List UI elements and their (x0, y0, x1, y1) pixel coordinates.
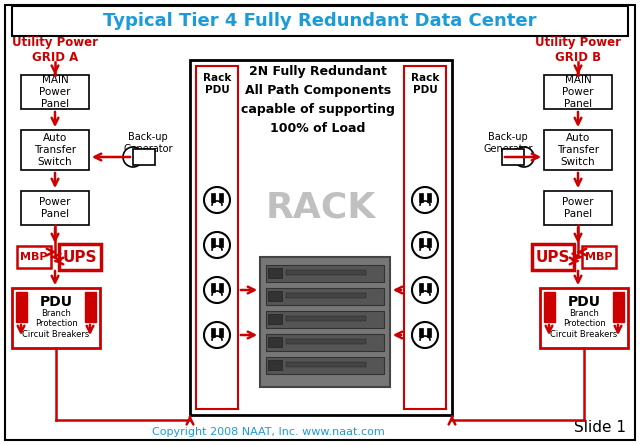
Circle shape (412, 232, 438, 258)
FancyBboxPatch shape (502, 149, 524, 165)
FancyBboxPatch shape (219, 193, 223, 202)
Text: RACK: RACK (266, 190, 376, 224)
FancyBboxPatch shape (427, 193, 431, 202)
FancyBboxPatch shape (59, 244, 101, 270)
Text: Auto
Transfer
Switch: Auto Transfer Switch (557, 132, 599, 167)
FancyBboxPatch shape (427, 283, 431, 292)
FancyBboxPatch shape (211, 238, 215, 247)
FancyBboxPatch shape (286, 362, 366, 367)
FancyBboxPatch shape (268, 314, 282, 324)
FancyBboxPatch shape (21, 75, 89, 109)
FancyBboxPatch shape (17, 246, 51, 268)
FancyBboxPatch shape (190, 60, 452, 415)
FancyBboxPatch shape (133, 149, 155, 165)
FancyBboxPatch shape (544, 191, 612, 225)
FancyBboxPatch shape (211, 328, 215, 337)
Circle shape (412, 187, 438, 213)
Text: Utility Power
GRID A: Utility Power GRID A (12, 36, 98, 64)
Circle shape (204, 322, 230, 348)
Text: 2N Fully Redundant
All Path Components
capable of supporting
100% of Load: 2N Fully Redundant All Path Components c… (241, 65, 395, 135)
FancyBboxPatch shape (268, 291, 282, 301)
FancyBboxPatch shape (266, 288, 384, 305)
FancyBboxPatch shape (268, 337, 282, 347)
Text: PDU: PDU (40, 295, 72, 309)
Text: Power
Panel: Power Panel (39, 197, 71, 219)
FancyBboxPatch shape (260, 257, 390, 387)
FancyBboxPatch shape (5, 5, 635, 440)
Text: Branch
Protection
Circuit Breakers: Branch Protection Circuit Breakers (22, 309, 90, 339)
Text: UPS: UPS (536, 249, 570, 264)
FancyBboxPatch shape (12, 288, 100, 348)
Text: MBP: MBP (585, 252, 612, 262)
FancyBboxPatch shape (286, 339, 366, 344)
Text: MBP: MBP (20, 252, 48, 262)
FancyBboxPatch shape (211, 193, 215, 202)
FancyBboxPatch shape (544, 75, 612, 109)
Text: Power
Panel: Power Panel (563, 197, 594, 219)
Text: Auto
Transfer
Switch: Auto Transfer Switch (34, 132, 76, 167)
Text: Branch
Protection
Circuit Breakers: Branch Protection Circuit Breakers (550, 309, 618, 339)
FancyBboxPatch shape (211, 283, 215, 292)
FancyBboxPatch shape (266, 311, 384, 328)
Circle shape (412, 322, 438, 348)
Text: Back-up
Generator: Back-up Generator (483, 132, 532, 154)
Text: Typical Tier 4 Fully Redundant Data Center: Typical Tier 4 Fully Redundant Data Cent… (103, 12, 537, 30)
FancyBboxPatch shape (196, 66, 238, 409)
FancyBboxPatch shape (419, 238, 423, 247)
FancyBboxPatch shape (266, 334, 384, 351)
Circle shape (123, 147, 143, 167)
FancyBboxPatch shape (419, 193, 423, 202)
FancyBboxPatch shape (21, 191, 89, 225)
FancyBboxPatch shape (427, 328, 431, 337)
FancyBboxPatch shape (219, 238, 223, 247)
Circle shape (514, 147, 534, 167)
FancyBboxPatch shape (266, 357, 384, 374)
FancyBboxPatch shape (286, 293, 366, 298)
Text: Copyright 2008 NAAT, Inc. www.naat.com: Copyright 2008 NAAT, Inc. www.naat.com (152, 427, 385, 437)
FancyBboxPatch shape (404, 66, 446, 409)
FancyBboxPatch shape (12, 6, 628, 36)
FancyBboxPatch shape (613, 292, 624, 322)
FancyBboxPatch shape (266, 265, 384, 282)
FancyBboxPatch shape (540, 288, 628, 348)
Text: MAIN
Power
Panel: MAIN Power Panel (563, 74, 594, 109)
FancyBboxPatch shape (544, 292, 555, 322)
Text: Rack
PDU: Rack PDU (203, 73, 231, 95)
Text: UPS: UPS (63, 249, 97, 264)
FancyBboxPatch shape (21, 130, 89, 170)
FancyBboxPatch shape (286, 270, 366, 275)
Text: Back-up
Generator: Back-up Generator (124, 132, 173, 154)
Text: MAIN
Power
Panel: MAIN Power Panel (39, 74, 71, 109)
FancyBboxPatch shape (419, 328, 423, 337)
FancyBboxPatch shape (268, 360, 282, 370)
FancyBboxPatch shape (532, 244, 574, 270)
FancyBboxPatch shape (419, 283, 423, 292)
FancyBboxPatch shape (219, 328, 223, 337)
Text: Slide 1: Slide 1 (574, 421, 626, 435)
FancyBboxPatch shape (427, 238, 431, 247)
Circle shape (204, 277, 230, 303)
FancyBboxPatch shape (219, 283, 223, 292)
Text: PDU: PDU (568, 295, 600, 309)
FancyBboxPatch shape (582, 246, 616, 268)
FancyBboxPatch shape (544, 130, 612, 170)
Circle shape (204, 187, 230, 213)
Circle shape (204, 232, 230, 258)
FancyBboxPatch shape (16, 292, 27, 322)
Text: Rack
PDU: Rack PDU (411, 73, 439, 95)
FancyBboxPatch shape (286, 316, 366, 321)
Circle shape (412, 277, 438, 303)
FancyBboxPatch shape (268, 268, 282, 278)
FancyBboxPatch shape (85, 292, 96, 322)
Text: Utility Power
GRID B: Utility Power GRID B (535, 36, 621, 64)
